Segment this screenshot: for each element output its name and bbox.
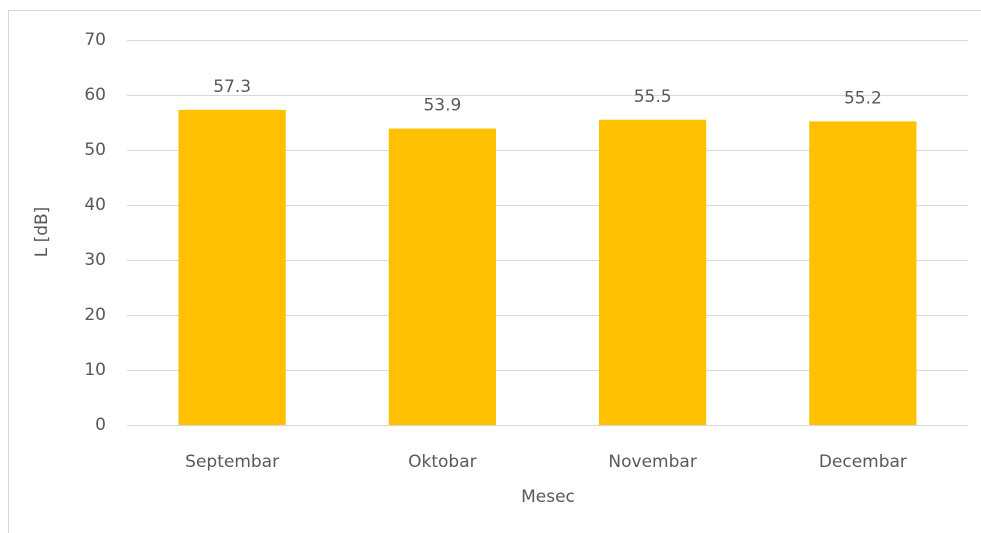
y-axis-title: L [dB] — [32, 207, 52, 258]
data-label: 53.9 — [423, 96, 461, 116]
y-tick-label: 20 — [84, 305, 106, 325]
y-tick-label: 30 — [84, 250, 106, 270]
y-tick-label: 70 — [84, 30, 106, 50]
data-label: 57.3 — [213, 77, 251, 97]
y-tick-label: 50 — [84, 140, 106, 160]
x-axis-title: Mesec — [521, 487, 575, 507]
x-tick-label: Novembar — [608, 452, 696, 472]
x-tick-label: Oktobar — [408, 452, 477, 472]
data-label: 55.5 — [634, 87, 672, 107]
bar — [178, 109, 286, 425]
y-tick-label: 60 — [84, 85, 106, 105]
y-tick-label: 10 — [84, 360, 106, 380]
bar — [809, 121, 917, 426]
x-tick-label: Decembar — [819, 452, 907, 472]
bar — [599, 119, 707, 425]
bar — [388, 128, 496, 426]
y-tick-label: 40 — [84, 195, 106, 215]
data-label: 55.2 — [844, 88, 882, 108]
y-tick-label: 0 — [95, 415, 106, 435]
x-tick-label: Septembar — [185, 452, 279, 472]
